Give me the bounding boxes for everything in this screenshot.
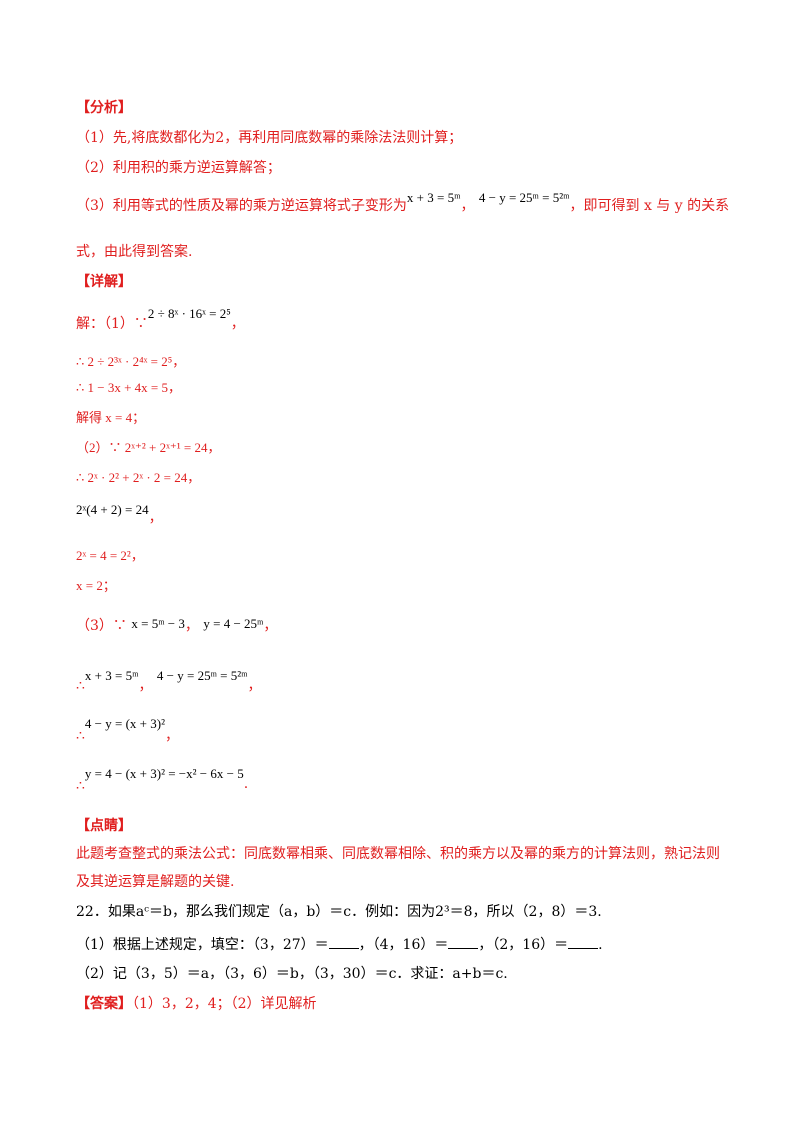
solution-line2: ∴ 2 ÷ 2³ˣ · 2⁴ˣ = 2⁵，	[76, 354, 186, 369]
solution-line9: x = 2；	[76, 578, 116, 593]
solution-line8: 2ˣ = 4 = 2²，	[76, 548, 144, 563]
solution-heading: 【详解】	[76, 274, 132, 290]
solution-line11-sep: ，	[138, 678, 153, 694]
solution-line11-eq2: 4 − y = 25ᵐ = 5²ᵐ	[156, 668, 248, 683]
answer-blank-2[interactable]	[448, 934, 479, 949]
question-stem: 22．如果aᶜ＝b，那么我们规定（a，b）＝c．例如：因为2³＝8，所以（2，8…	[76, 904, 602, 920]
solution-line10-end: ，	[263, 618, 278, 634]
solution-line1-eq: 2 ÷ 8ˣ · 16ˣ = 2⁵	[147, 306, 231, 321]
analysis-heading: 【分析】	[76, 100, 132, 116]
comment-body: 此题考查整式的乘法公式：同底数幂相乘、同底数幂相除、积的乘方以及幂的乘方的计算法…	[76, 846, 720, 890]
question-part1-a: （1）根据上述规定，填空：（3，27）＝	[76, 937, 329, 953]
solution-line11-prefix: ∴	[76, 678, 85, 694]
solution-line10-prefix: （3）∵	[76, 618, 127, 634]
analysis-step3-prefix: （3）利用等式的性质及幂的乘方逆运算将式子变形为	[76, 198, 407, 214]
solution-line12: ∴4 − y = (x + 3)²，	[76, 714, 179, 744]
solution-line1-prefix: 解：（1）∵	[76, 316, 148, 332]
analysis-step2: （2）利用积的乘方逆运算解答；	[76, 160, 281, 176]
solution-line10-eq1: x = 5ᵐ − 3	[131, 616, 185, 631]
analysis-step3-eq1: x + 3 = 5ᵐ	[406, 190, 461, 205]
solution-line7-eq: 2ˣ(4 + 2) = 24	[76, 502, 149, 517]
solution-line10-eq2: y = 4 − 25ᵐ	[203, 616, 264, 631]
solution-line11-eq1: x + 3 = 5ᵐ	[84, 668, 139, 683]
solution-line12-prefix: ∴	[76, 728, 85, 744]
solution-line10-sep: ，	[184, 618, 199, 634]
solution-line1: 解：（1）∵2 ÷ 8ˣ · 16ˣ = 2⁵，	[76, 306, 245, 334]
solution-line13-end: .	[243, 776, 249, 792]
solution-line13-prefix: ∴	[76, 778, 85, 794]
solution-line12-eq: 4 − y = (x + 3)²	[84, 716, 165, 731]
answer-label: 【答案】	[76, 996, 132, 1012]
solution-line7: 2ˣ(4 + 2) = 24，	[76, 500, 163, 526]
question-part2: （2）记（3，5）＝a，（3，6）＝b，（3，30）＝c．求证：a+b＝c.	[76, 966, 508, 982]
analysis-step3-suffix: ，即可得到 x 与 y 的关系	[569, 198, 730, 214]
solution-line6: ∴ 2ˣ · 2² + 2ˣ · 2 = 24，	[76, 470, 201, 485]
answer-line: 【答案】（1）3，2，4；（2）详见解析	[76, 994, 317, 1014]
question-part1-c: ，（2，16）＝	[478, 937, 569, 953]
answer-blank-1[interactable]	[328, 934, 359, 949]
solution-line1-end: ，	[230, 316, 245, 332]
solution-line12-end: ，	[164, 728, 179, 744]
comment-heading: 【点睛】	[76, 818, 132, 834]
solution-line13: ∴y = 4 − (x + 3)² = −x² − 6x − 5.	[76, 764, 248, 794]
question-part1-d: .	[598, 937, 603, 953]
solution-line5: （2）∵ 2ˣ⁺² + 2ˣ⁺¹ = 24，	[76, 440, 221, 455]
solution-line13-eq: y = 4 − (x + 3)² = −x² − 6x − 5	[84, 766, 244, 781]
solution-line7-end: ，	[148, 510, 163, 526]
solution-line3: ∴ 1 − 3x + 4x = 5，	[76, 380, 182, 395]
analysis-step1: （1）先,将底数都化为2，再利用同底数幂的乘除法法则计算；	[76, 130, 463, 146]
analysis-step3-cont: 式，由此得到答案.	[76, 244, 193, 260]
solution-line11-end: ，	[247, 678, 262, 694]
analysis-step3-eq2: 4 − y = 25ᵐ = 5²ᵐ	[478, 190, 570, 205]
question-part1: （1）根据上述规定，填空：（3，27）＝ ，（4，16）＝ ，（2，16）＝.	[76, 934, 603, 955]
solution-line11: ∴x + 3 = 5ᵐ， 4 − y = 25ᵐ = 5²ᵐ，	[76, 666, 262, 694]
answer-text: （1）3，2，4；（2）详见解析	[132, 996, 317, 1012]
analysis-step3: （3）利用等式的性质及幂的乘方逆运算将式子变形为x + 3 = 5ᵐ， 4 − …	[76, 190, 730, 216]
solution-line10: （3）∵ x = 5ᵐ − 3， y = 4 − 25ᵐ，	[76, 616, 277, 636]
question-part1-b: ，（4，16）＝	[358, 937, 449, 953]
analysis-step3-sep: ，	[460, 198, 475, 214]
solution-line4: 解得 x = 4；	[76, 410, 146, 425]
answer-blank-3[interactable]	[568, 934, 599, 949]
